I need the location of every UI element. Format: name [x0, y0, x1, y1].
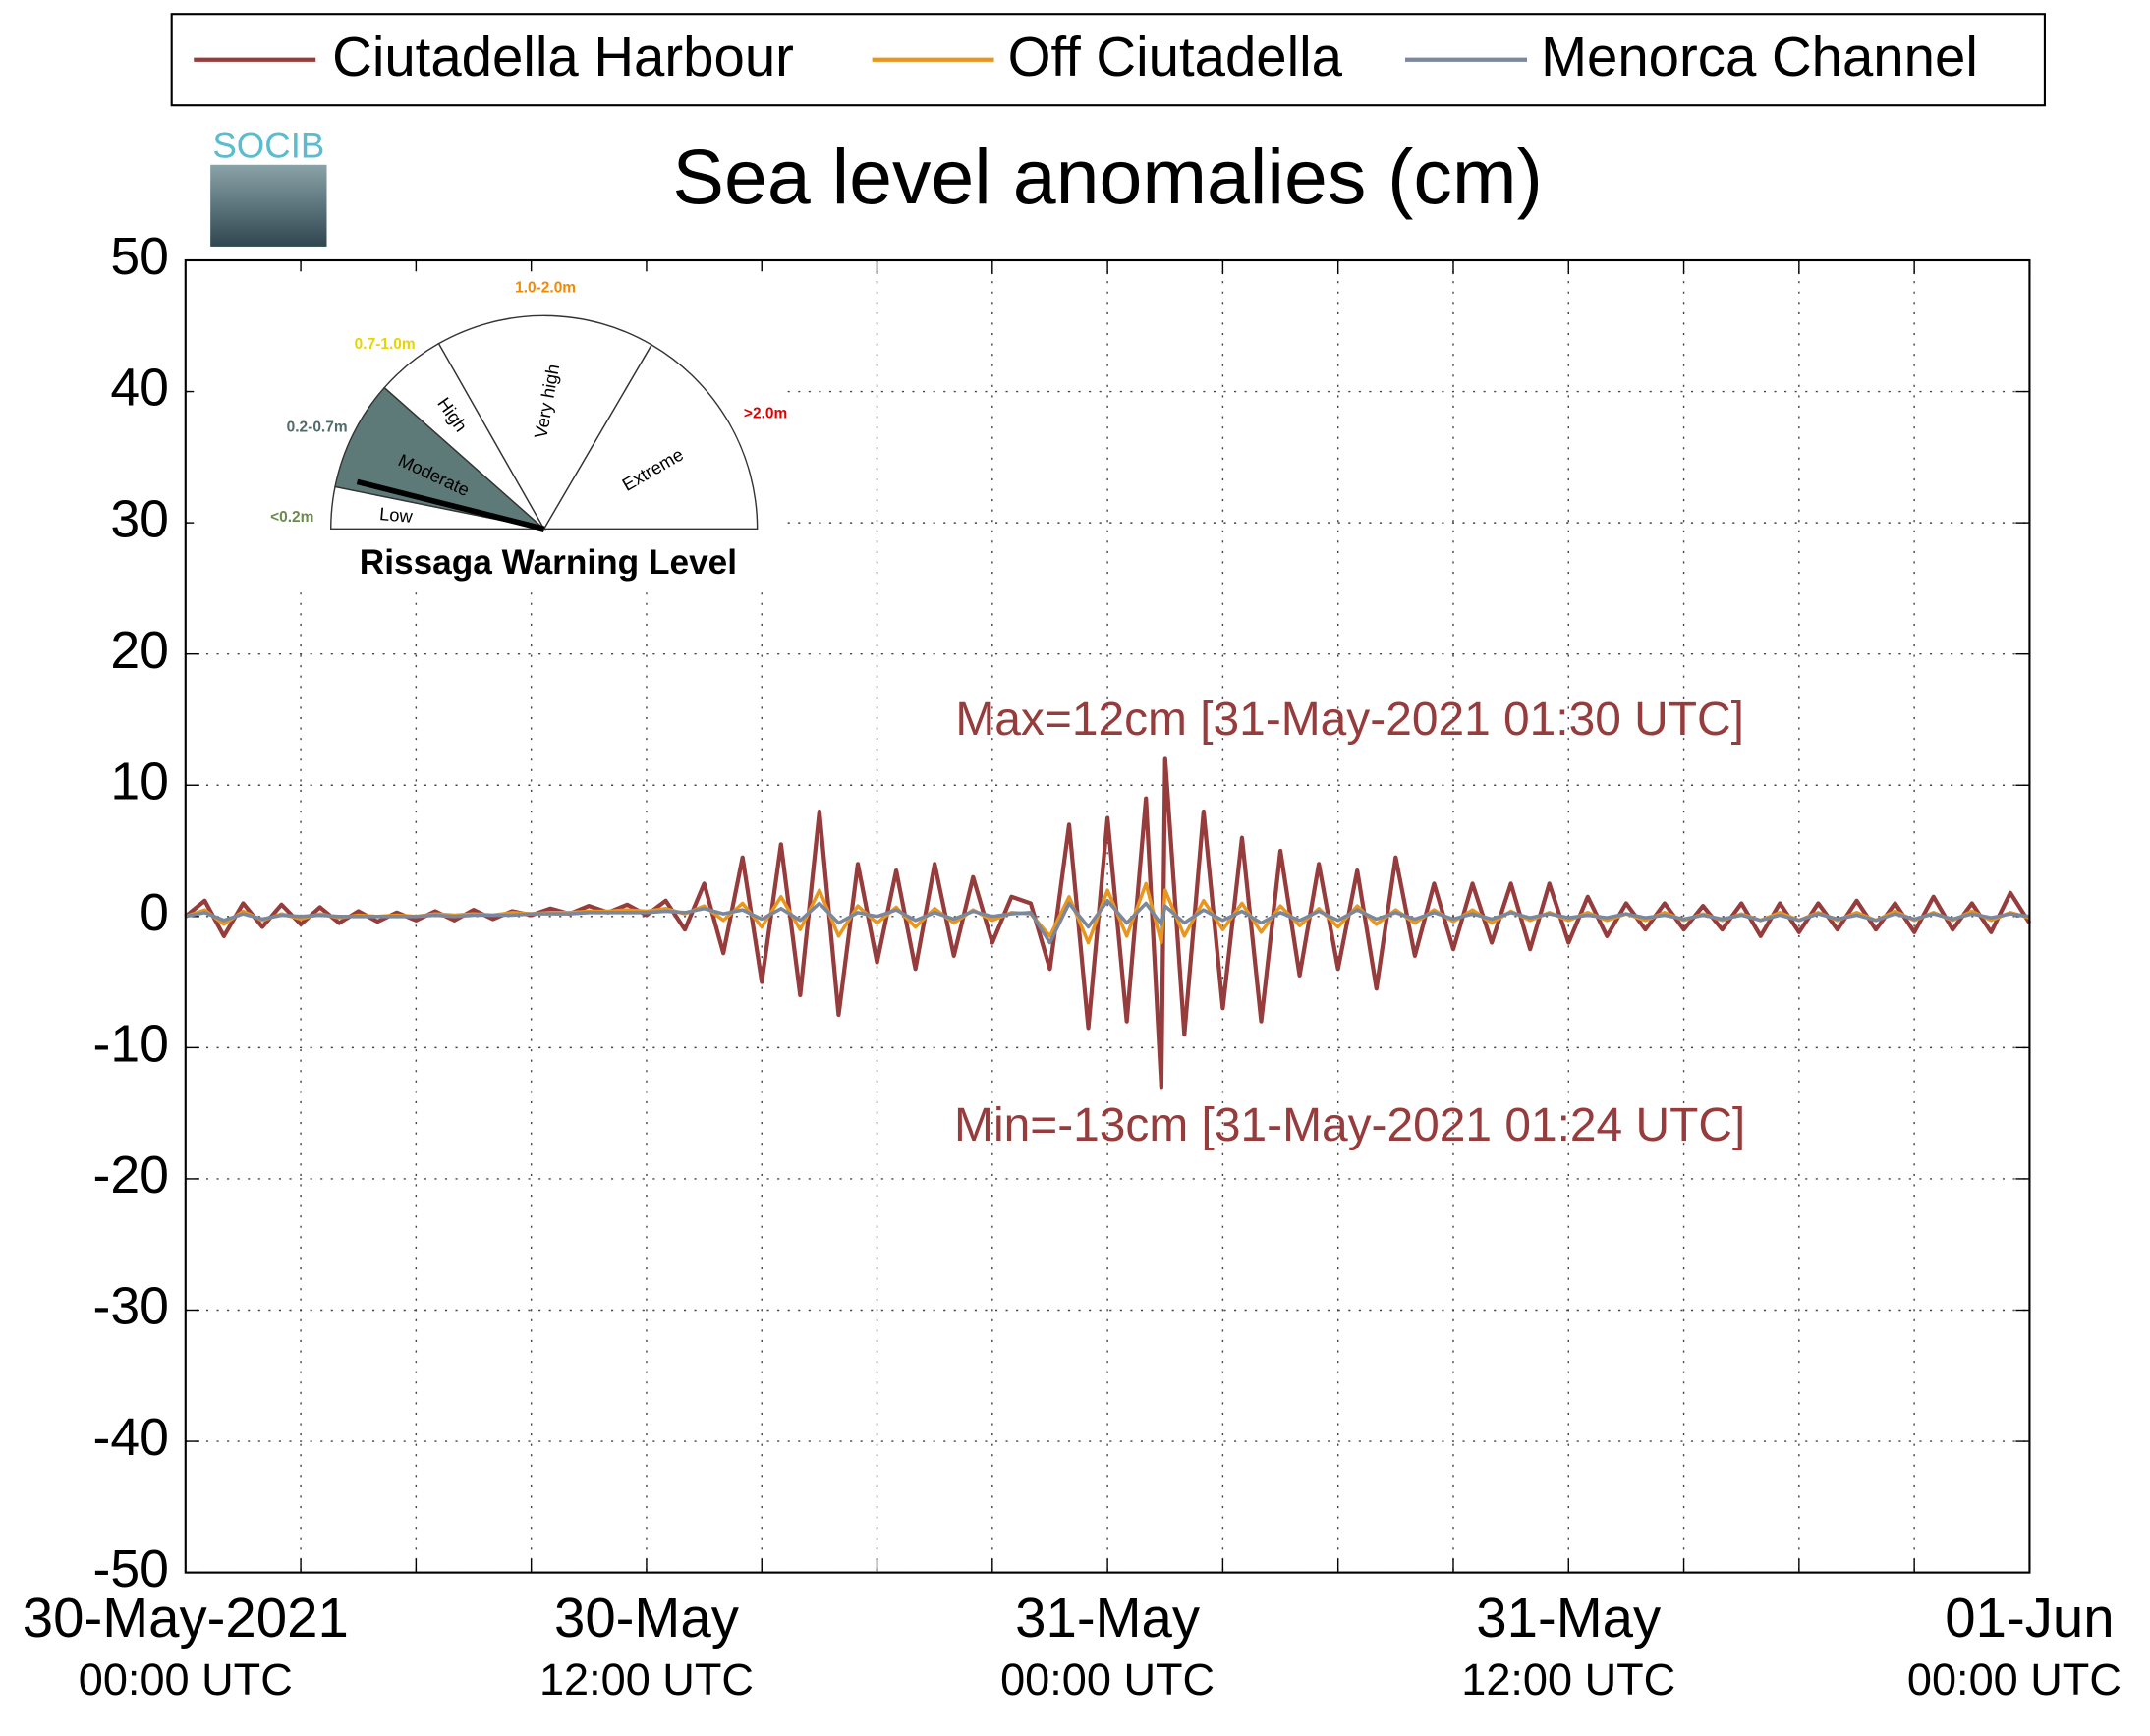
- logo-box: [210, 164, 327, 247]
- y-tick-label: 50: [110, 228, 169, 286]
- logo-text: SOCIB: [212, 126, 324, 166]
- y-tick-label: -10: [93, 1016, 169, 1074]
- gauge-sector: [437, 314, 653, 531]
- y-tick-label: -40: [93, 1409, 169, 1467]
- y-tick-label: -50: [93, 1540, 169, 1598]
- x-tick-label: 01-Jun: [1945, 1587, 2114, 1649]
- chart-title: Sea level anomalies (cm): [672, 134, 1542, 220]
- gauge-range-label: 0.7-1.0m: [355, 336, 416, 353]
- x-tick-label: 30-May: [554, 1587, 740, 1649]
- gauge-range-label: >2.0m: [744, 405, 787, 421]
- gauge-range-label: <0.2m: [270, 509, 313, 526]
- x-tick-label: 00:00 UTC: [1000, 1654, 1215, 1705]
- gauge-needle: [356, 478, 545, 532]
- plot-frame: [184, 258, 2031, 1574]
- series-line: [185, 899, 2030, 945]
- x-tick-label: 12:00 UTC: [1461, 1654, 1675, 1705]
- y-tick-label: 0: [140, 884, 169, 942]
- gauge-level-label: Low: [378, 503, 414, 527]
- legend-label: Ciutadella Harbour: [332, 26, 794, 87]
- y-tick-label: -20: [93, 1147, 169, 1204]
- legend-box: [170, 13, 2046, 107]
- annotation: Min=-13cm [31-May-2021 01:24 UTC]: [954, 1099, 1745, 1151]
- gauge-range-label: 0.2-0.7m: [287, 420, 348, 436]
- gauge-sector: [542, 344, 759, 531]
- y-tick-label: 40: [110, 360, 169, 418]
- series-line: [184, 756, 2032, 1090]
- legend-label: Menorca Channel: [1541, 26, 1978, 87]
- y-tick-label: -30: [93, 1278, 169, 1336]
- x-tick-label: 31-May: [1476, 1587, 1662, 1649]
- x-tick-label: 00:00 UTC: [79, 1654, 293, 1705]
- y-tick-label: 30: [110, 490, 169, 548]
- annotation: Max=12cm [31-May-2021 01:30 UTC]: [955, 694, 1744, 746]
- gauge-sector: [334, 386, 547, 531]
- x-tick-label: 31-May: [1015, 1587, 1201, 1649]
- y-tick-label: 20: [110, 622, 169, 680]
- x-tick-label: 12:00 UTC: [539, 1654, 754, 1705]
- legend-label: Off Ciutadella: [1008, 26, 1343, 87]
- x-tick-label: 30-May-2021: [23, 1587, 349, 1649]
- gauge-range-label: 1.0-2.0m: [515, 279, 576, 296]
- gauge-title: Rissaga Warning Level: [360, 543, 737, 582]
- x-tick-label: 00:00 UTC: [1907, 1654, 2122, 1705]
- y-tick-label: 10: [110, 753, 169, 811]
